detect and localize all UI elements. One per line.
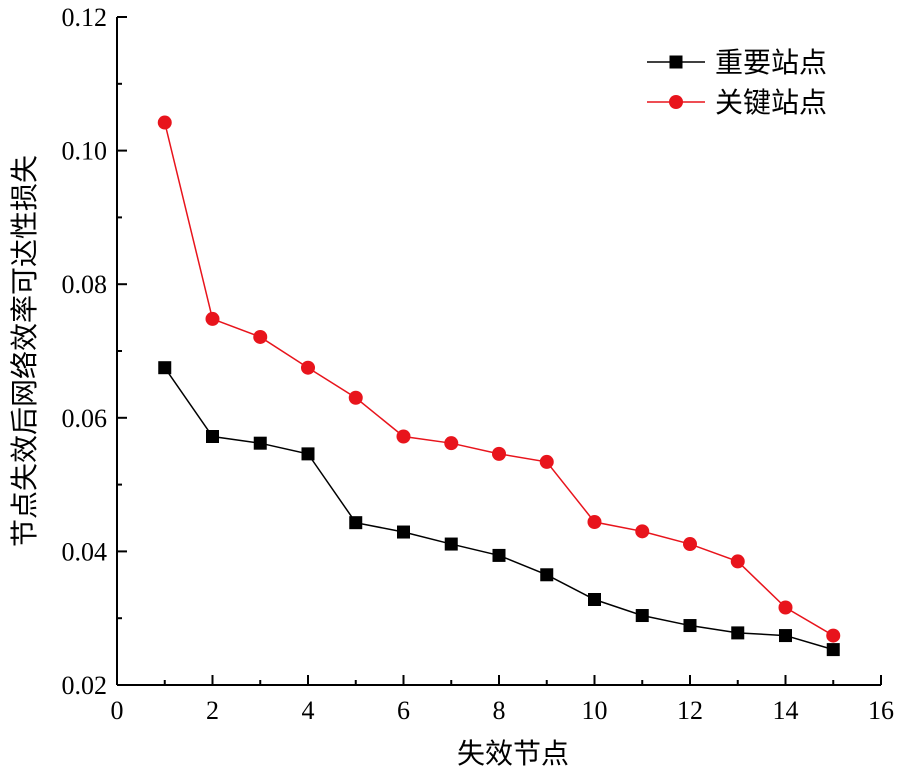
data-point (492, 446, 506, 461)
x-tick-label: 16 (868, 696, 894, 725)
ticks: 0 2 4 6 8 10 12 14 16 0.02 0.04 0.06 0.08 0.10 0.12 (62, 3, 895, 725)
y-axis-title: 节点失效后网络效率可达性损失 (9, 155, 41, 547)
data-point (779, 629, 792, 643)
data-point (635, 609, 649, 623)
data-point (348, 390, 363, 405)
y-tick-label: 0.06 (62, 404, 108, 433)
x-tick-label: 0 (111, 696, 124, 725)
data-point (588, 592, 601, 606)
data-point (206, 430, 219, 444)
y-tick-label: 0.04 (62, 537, 108, 566)
series-line (164, 367, 834, 651)
data-point (444, 537, 458, 551)
data-point (540, 568, 554, 582)
data-point (444, 436, 459, 451)
x-tick-label: 6 (397, 696, 410, 725)
y-tick-label: 0.12 (62, 3, 108, 32)
legend-marker (669, 55, 683, 69)
x-tick-label: 14 (773, 696, 799, 725)
y-tick-label: 0.10 (62, 137, 108, 166)
data-point (492, 548, 506, 562)
data-point (253, 329, 268, 344)
legend-marker (669, 95, 683, 109)
data-point (301, 360, 315, 375)
data-point (158, 361, 172, 375)
x-tick-label: 12 (677, 696, 703, 725)
data-point (396, 429, 411, 444)
data-point (683, 619, 697, 633)
x-axis-title: 失效节点 (457, 738, 569, 770)
data-point (205, 311, 220, 326)
series-layer (157, 115, 841, 657)
data-point (683, 537, 697, 552)
data-point (778, 600, 793, 615)
data-point (157, 115, 172, 130)
data-point (635, 524, 650, 539)
x-tick-label: 4 (302, 696, 315, 725)
data-point (349, 516, 363, 530)
series-1 (158, 361, 840, 657)
x-tick-label: 10 (582, 696, 608, 725)
series-2 (157, 115, 841, 643)
data-point (587, 515, 602, 530)
legend-label: 重要站点 (715, 47, 827, 79)
x-tick-label: 2 (206, 696, 219, 725)
y-tick-label: 0.02 (62, 671, 108, 700)
data-point (731, 626, 745, 640)
data-point (730, 554, 745, 569)
y-tick-label: 0.08 (62, 270, 108, 299)
data-point (397, 525, 410, 539)
legend-label: 关键站点 (715, 87, 827, 119)
data-point (826, 643, 840, 657)
x-tick-label: 8 (493, 696, 506, 725)
data-point (301, 447, 315, 461)
data-point (826, 628, 841, 643)
data-point (539, 454, 554, 469)
data-point (253, 436, 267, 450)
